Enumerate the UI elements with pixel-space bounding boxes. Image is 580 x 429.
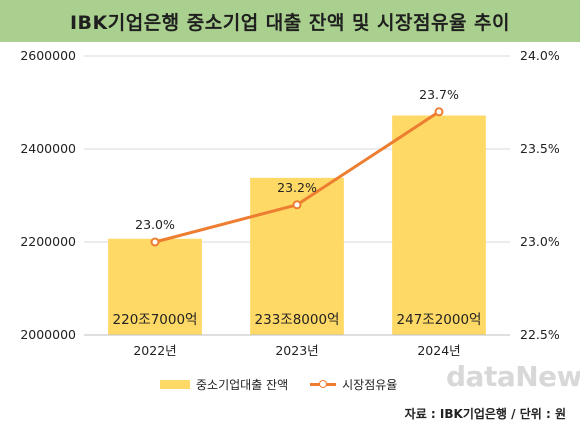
- watermark-logo: dataNews: [446, 360, 580, 393]
- left-tick-label: 2400000: [20, 141, 76, 156]
- legend-line-label: 시장점유율: [342, 377, 398, 392]
- right-tick-label: 23.0%: [520, 234, 560, 249]
- right-tick-label: 23.5%: [520, 141, 560, 156]
- title-bar: IBK기업은행 중소기업 대출 잔액 및 시장점유율 추이: [0, 0, 580, 42]
- category-label: 2024년: [417, 343, 460, 358]
- bar-data-label: 233조8000억: [255, 312, 340, 328]
- share-point: [434, 107, 444, 117]
- source-note: 자료 : IBK기업은행 / 단위 : 원: [404, 407, 566, 421]
- bar-data-label: 220조7000억: [113, 312, 198, 328]
- legend-bar-label: 중소기업대출 잔액: [196, 377, 289, 392]
- share-data-label: 23.7%: [419, 87, 459, 102]
- share-point: [150, 237, 160, 247]
- legend-item-bar: 중소기업대출 잔액: [160, 376, 288, 393]
- left-tick-label: 2600000: [20, 48, 76, 63]
- legend-bar-swatch: [160, 379, 190, 389]
- legend-line-swatch: [310, 379, 337, 389]
- chart-title: IBK기업은행 중소기업 대출 잔액 및 시장점유율 추이: [69, 11, 511, 34]
- category-label: 2022년: [133, 343, 176, 358]
- bar-data-label: 247조2000억: [397, 312, 482, 328]
- share-data-label: 23.2%: [277, 180, 317, 195]
- bar: [108, 238, 202, 335]
- bar: [392, 115, 486, 336]
- left-tick-label: 2000000: [20, 327, 76, 342]
- share-point: [292, 200, 302, 210]
- right-tick-label: 22.5%: [520, 327, 560, 342]
- category-label: 2023년: [275, 343, 318, 358]
- right-tick-label: 24.0%: [520, 48, 560, 63]
- share-data-label: 23.0%: [135, 217, 175, 232]
- legend-item-line: 시장점유율: [310, 376, 397, 393]
- left-tick-label: 2200000: [20, 234, 76, 249]
- legend: 중소기업대출 잔액 시장점유율: [160, 375, 397, 393]
